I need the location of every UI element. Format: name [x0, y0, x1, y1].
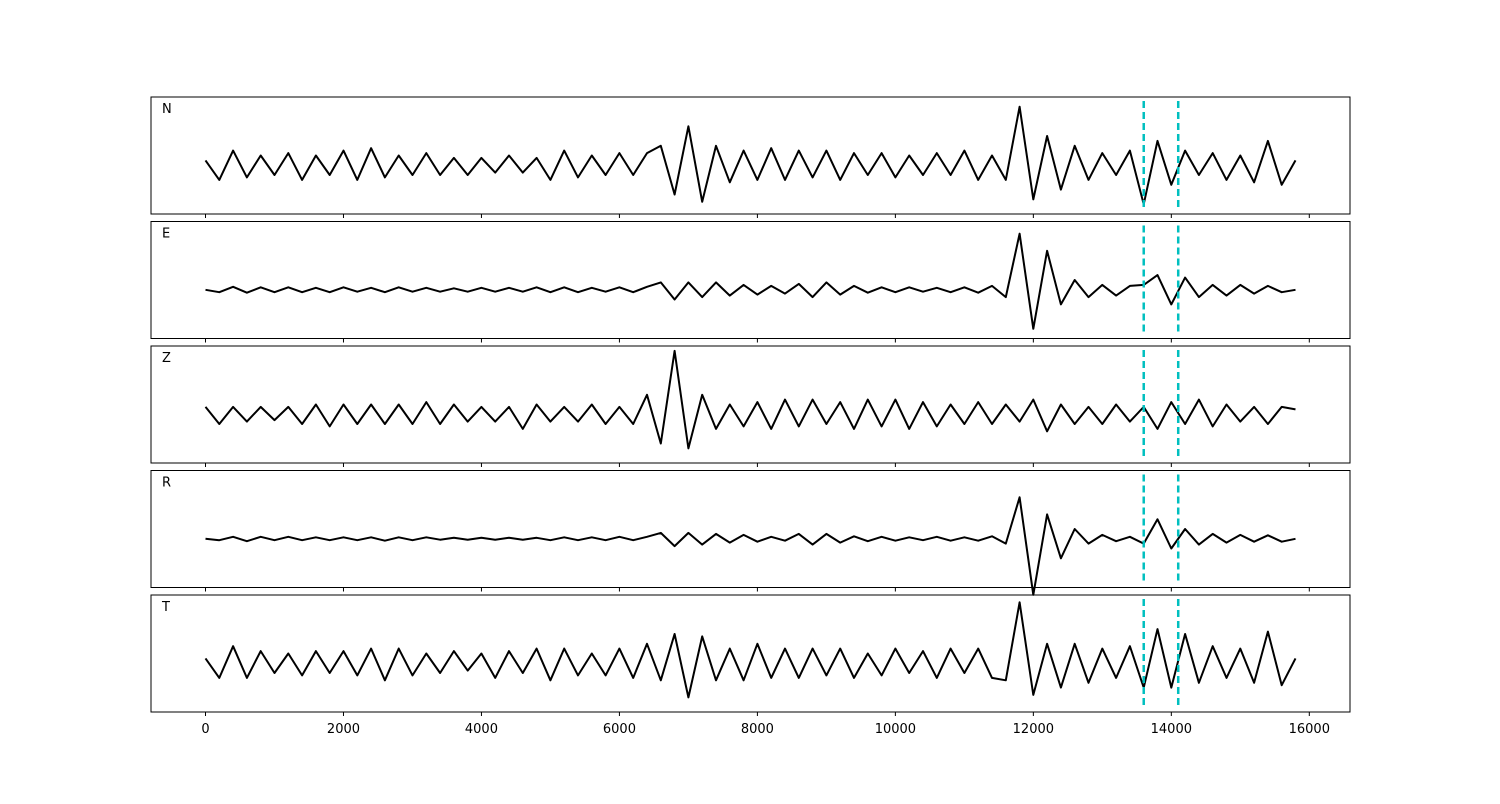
x-tick-label: 4000 [465, 722, 498, 737]
trace [204, 349, 1296, 450]
panel-label: R [162, 476, 171, 491]
x-tick-label: 10000 [875, 722, 916, 737]
panel-frame [150, 221, 1351, 339]
panel-label: N [162, 102, 172, 117]
panel-frame [150, 470, 1351, 588]
trace [205, 496, 1296, 596]
trace [204, 601, 1297, 699]
x-tick-label: 12000 [1013, 722, 1054, 737]
x-tick-label: 8000 [741, 722, 774, 737]
x-tick-label: 14000 [1151, 722, 1192, 737]
x-tick-label: 2000 [327, 722, 360, 737]
trace [205, 232, 1296, 330]
x-tick-label: 0 [201, 722, 209, 737]
panel-frame [150, 345, 1351, 464]
panel-frame [150, 96, 1351, 215]
panel-label: T [161, 600, 170, 615]
panel-label: E [162, 227, 170, 242]
x-tick-label: 6000 [603, 722, 636, 737]
panel-label: Z [162, 351, 171, 366]
x-tick-label: 16000 [1289, 722, 1330, 737]
trace [204, 105, 1297, 206]
panel-frame [150, 594, 1351, 713]
